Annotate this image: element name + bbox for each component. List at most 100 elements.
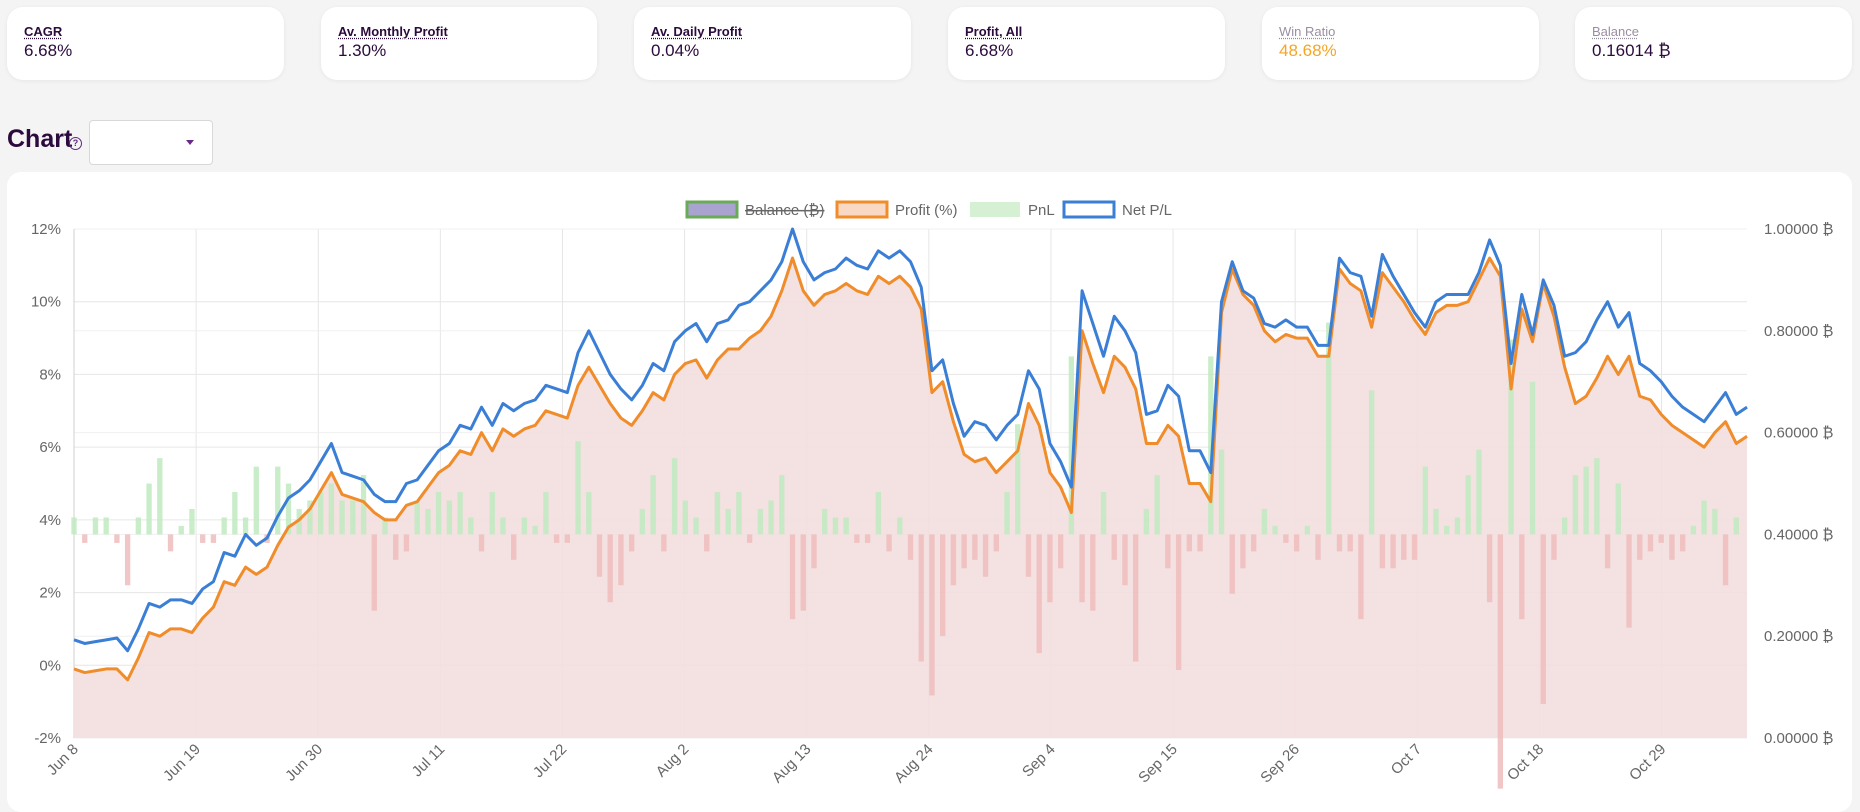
pnl-bar — [1712, 508, 1718, 535]
chart-lines — [73, 227, 1748, 682]
stat-label[interactable]: Profit, All — [965, 24, 1023, 39]
pnl-bar — [1733, 517, 1739, 535]
pnl-bar — [1133, 534, 1139, 662]
pnl-bar — [296, 508, 302, 535]
stat-card-profit-all: Profit, All 6.68% — [948, 7, 1225, 80]
stat-value: 0.04% — [651, 41, 700, 60]
pnl-bar — [414, 500, 420, 535]
y-tick-label: 6% — [39, 439, 61, 456]
pnl-bar — [1057, 534, 1064, 569]
pnl-bar — [1068, 356, 1075, 535]
x-tick-label: Sep 26 — [1257, 741, 1303, 787]
pnl-bar — [800, 534, 806, 611]
pnl-bar — [1229, 534, 1235, 594]
profit-area-fill — [74, 258, 1747, 738]
pnl-bar — [940, 534, 946, 637]
stat-label[interactable]: Balance — [1592, 24, 1639, 39]
x-tick-label: Oct 18 — [1504, 741, 1547, 784]
stat-card-daily-profit: Av. Daily Profit 0.04% — [634, 7, 911, 80]
pnl-bar — [1379, 534, 1386, 569]
stat-label[interactable]: CAGR — [24, 24, 63, 39]
question-circle-icon[interactable]: ? — [69, 137, 82, 150]
pnl-bar — [757, 508, 764, 535]
pnl-bar — [1336, 534, 1343, 552]
pnl-bar — [629, 534, 635, 552]
pnl-bar — [1465, 475, 1471, 535]
pnl-bar — [1422, 466, 1428, 535]
pnl-bar — [1165, 534, 1171, 569]
pnl-bar — [553, 534, 560, 543]
pnl-bar — [929, 534, 935, 696]
pnl-bar — [1411, 534, 1418, 560]
pnl-bar — [714, 492, 721, 535]
pnl-bar — [661, 534, 667, 552]
pnl-bar — [511, 534, 517, 560]
pnl-bar — [500, 517, 506, 535]
x-axis: Jun 8 Jun 19 Jun 30 Jul 11 Jul 22 Aug 2 Aug 13… — [44, 741, 1669, 787]
chart-legend: Balance (₿) Profit (%) PnL Net P/L — [685, 200, 1172, 219]
pnl-bar — [1208, 356, 1214, 535]
pnl-bar — [532, 525, 538, 535]
stat-label[interactable]: Av. Daily Profit — [651, 24, 743, 39]
stat-card-cagr: CAGR 6.68% — [7, 7, 284, 80]
stat-label[interactable]: Win Ratio — [1279, 24, 1336, 39]
pnl-bar — [307, 500, 313, 535]
pnl-bar — [1154, 475, 1160, 535]
pnl-bar — [457, 492, 463, 535]
pnl-chart[interactable]: 12% 10% 8% 6% 4% 2% 0% -2% 1.00000 ₿ 0.80000 ₿ 0.… — [7, 172, 1852, 795]
pnl-bar — [71, 517, 77, 535]
pnl-bar — [1004, 492, 1010, 535]
y2-tick-label: 0.00000 ₿ — [1764, 730, 1834, 747]
net-pl-line — [73, 227, 1748, 653]
pnl-bar — [1476, 449, 1482, 535]
pnl-bar — [1251, 534, 1257, 552]
pnl-bar — [618, 534, 624, 586]
y-tick-label: 2% — [39, 585, 61, 602]
pnl-bar — [671, 458, 678, 535]
pnl-bar — [875, 492, 881, 535]
pnl-bar — [822, 508, 828, 535]
pnl-bar — [1261, 508, 1268, 535]
pnl-bar — [1508, 339, 1514, 535]
x-tick-label: Jul 11 — [409, 741, 449, 781]
pnl-bar — [1272, 525, 1278, 535]
x-tick-label: Jun 30 — [282, 741, 326, 785]
chart-select-dropdown[interactable] — [89, 120, 213, 165]
legend-label: Balance (₿) — [745, 202, 824, 219]
stat-label[interactable]: Av. Monthly Profit — [338, 24, 448, 39]
pnl-bar — [435, 492, 442, 535]
pnl-bar — [1626, 534, 1632, 628]
y2-tick-label: 0.80000 ₿ — [1764, 323, 1834, 340]
pnl-bar — [446, 500, 453, 535]
caret-down-icon — [186, 140, 194, 145]
pnl-bar — [82, 534, 88, 543]
legend-swatch — [1062, 200, 1116, 219]
pnl-bars — [71, 322, 1739, 789]
pnl-bar — [1604, 534, 1611, 569]
pnl-bar — [682, 500, 688, 535]
stat-card-win-ratio: Win Ratio 48.68% — [1262, 7, 1539, 80]
pnl-bar — [1358, 534, 1364, 620]
y2-tick-label: 0.40000 ₿ — [1764, 526, 1834, 543]
pnl-bar — [1572, 475, 1579, 535]
pnl-bar — [146, 483, 152, 535]
x-tick-label: Sep 4 — [1019, 741, 1059, 781]
y-tick-label: 0% — [39, 657, 61, 674]
pnl-bar — [178, 525, 184, 535]
pnl-bar — [360, 475, 367, 535]
pnl-bar — [918, 534, 924, 662]
pnl-bar — [961, 534, 967, 569]
pnl-bar — [253, 466, 259, 535]
pnl-bar — [1293, 534, 1300, 552]
legend-label: Profit (%) — [895, 202, 958, 219]
pnl-bar — [1647, 534, 1654, 552]
pnl-bar — [972, 534, 978, 560]
pnl-bar — [725, 508, 731, 535]
pnl-bar — [650, 475, 656, 535]
pnl-bar — [1218, 449, 1225, 535]
profit-area — [74, 258, 1747, 738]
pnl-bar — [704, 534, 710, 552]
pnl-bar — [1143, 508, 1150, 535]
pnl-bar — [1036, 534, 1042, 654]
y-tick-label: 8% — [39, 366, 61, 383]
